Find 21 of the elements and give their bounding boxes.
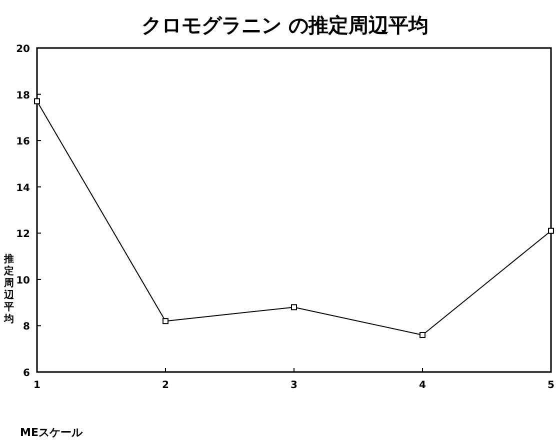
y-tick-label: 20 — [16, 44, 30, 55]
y-tick-label: 10 — [16, 275, 30, 286]
x-tick-label: 1 — [34, 380, 41, 391]
x-tick-label: 4 — [419, 380, 426, 391]
point — [420, 332, 426, 338]
point — [548, 228, 554, 234]
y-axis-title: 推定周辺平均 — [3, 253, 15, 325]
y-tick-label: 8 — [23, 322, 30, 333]
y-tick-label: 16 — [16, 136, 30, 148]
chart-title: クロモグラニン の推定周辺平均 — [142, 13, 428, 37]
x-tick-label: 5 — [548, 380, 555, 391]
x-tick-label: 3 — [290, 380, 298, 391]
x-tick-label: 2 — [162, 380, 170, 391]
point — [34, 98, 40, 104]
point — [291, 304, 297, 310]
y-tick-label: 14 — [16, 182, 30, 194]
y-tick-label: 12 — [16, 229, 30, 240]
point — [162, 318, 168, 324]
x-axis-title: MEスケール — [20, 426, 84, 439]
y-tick-label: 6 — [23, 368, 30, 379]
y-tick-label: 18 — [16, 90, 30, 102]
